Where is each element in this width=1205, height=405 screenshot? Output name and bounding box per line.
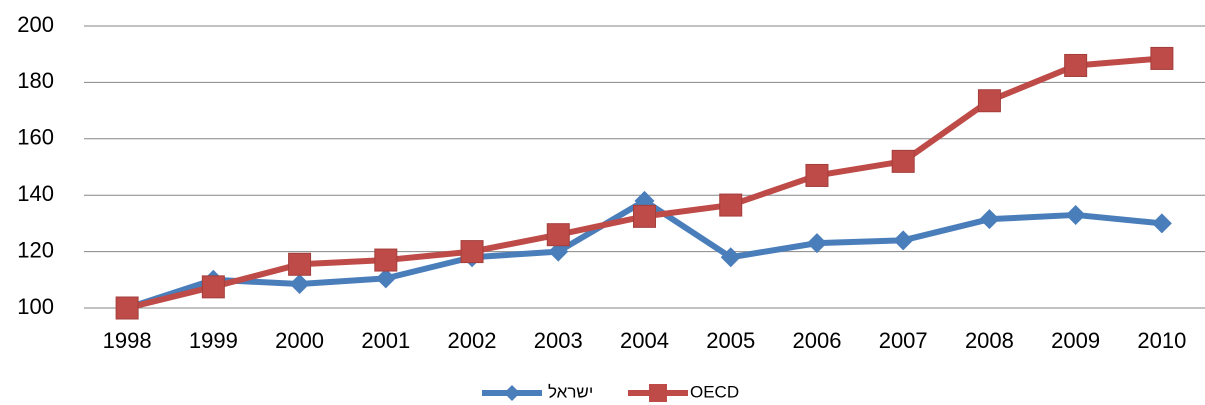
marker [115,296,139,320]
legend-marker [649,384,667,402]
marker [1065,204,1086,225]
x-tick-label: 2004 [620,328,669,353]
marker [893,230,914,251]
y-tick-label: 120 [17,237,54,262]
legend-label: OECD [690,382,739,401]
x-tick-label: 2006 [792,328,841,353]
x-tick-label: 2009 [1051,328,1100,353]
marker [1064,53,1088,77]
x-tick-label: 2002 [448,328,497,353]
marker [805,163,829,187]
marker [548,241,569,262]
x-tick-label: 1999 [189,328,238,353]
x-tick-label: 2010 [1137,328,1186,353]
marker [374,248,398,272]
marker [375,268,396,289]
x-tick-label: 2001 [361,328,410,353]
marker [460,240,484,264]
series-line [126,55,1163,311]
marker [719,193,743,217]
legend-label: ישראל [548,382,593,401]
marker [289,274,310,295]
y-tick-label: 160 [17,125,54,150]
marker [633,204,656,228]
x-tick-label: 2005 [706,328,755,353]
x-tick-label: 2000 [275,328,324,353]
y-tick-label: 100 [17,294,54,319]
marker [806,233,827,254]
marker [977,89,1001,113]
marker [1151,213,1172,234]
marker [288,252,312,276]
marker [201,275,225,299]
x-tick-label: 1998 [103,328,152,353]
marker [1150,46,1174,70]
marker [546,223,570,247]
y-tick-label: 140 [17,181,54,206]
marker [720,247,741,268]
y-tick-label: 180 [17,68,54,93]
marker [979,209,1000,230]
y-tick-label: 200 [17,12,54,37]
legend-marker [504,385,520,401]
x-tick-label: 2008 [965,328,1014,353]
x-tick-label: 2007 [879,328,928,353]
marker [891,149,915,173]
x-tick-label: 2003 [534,328,583,353]
